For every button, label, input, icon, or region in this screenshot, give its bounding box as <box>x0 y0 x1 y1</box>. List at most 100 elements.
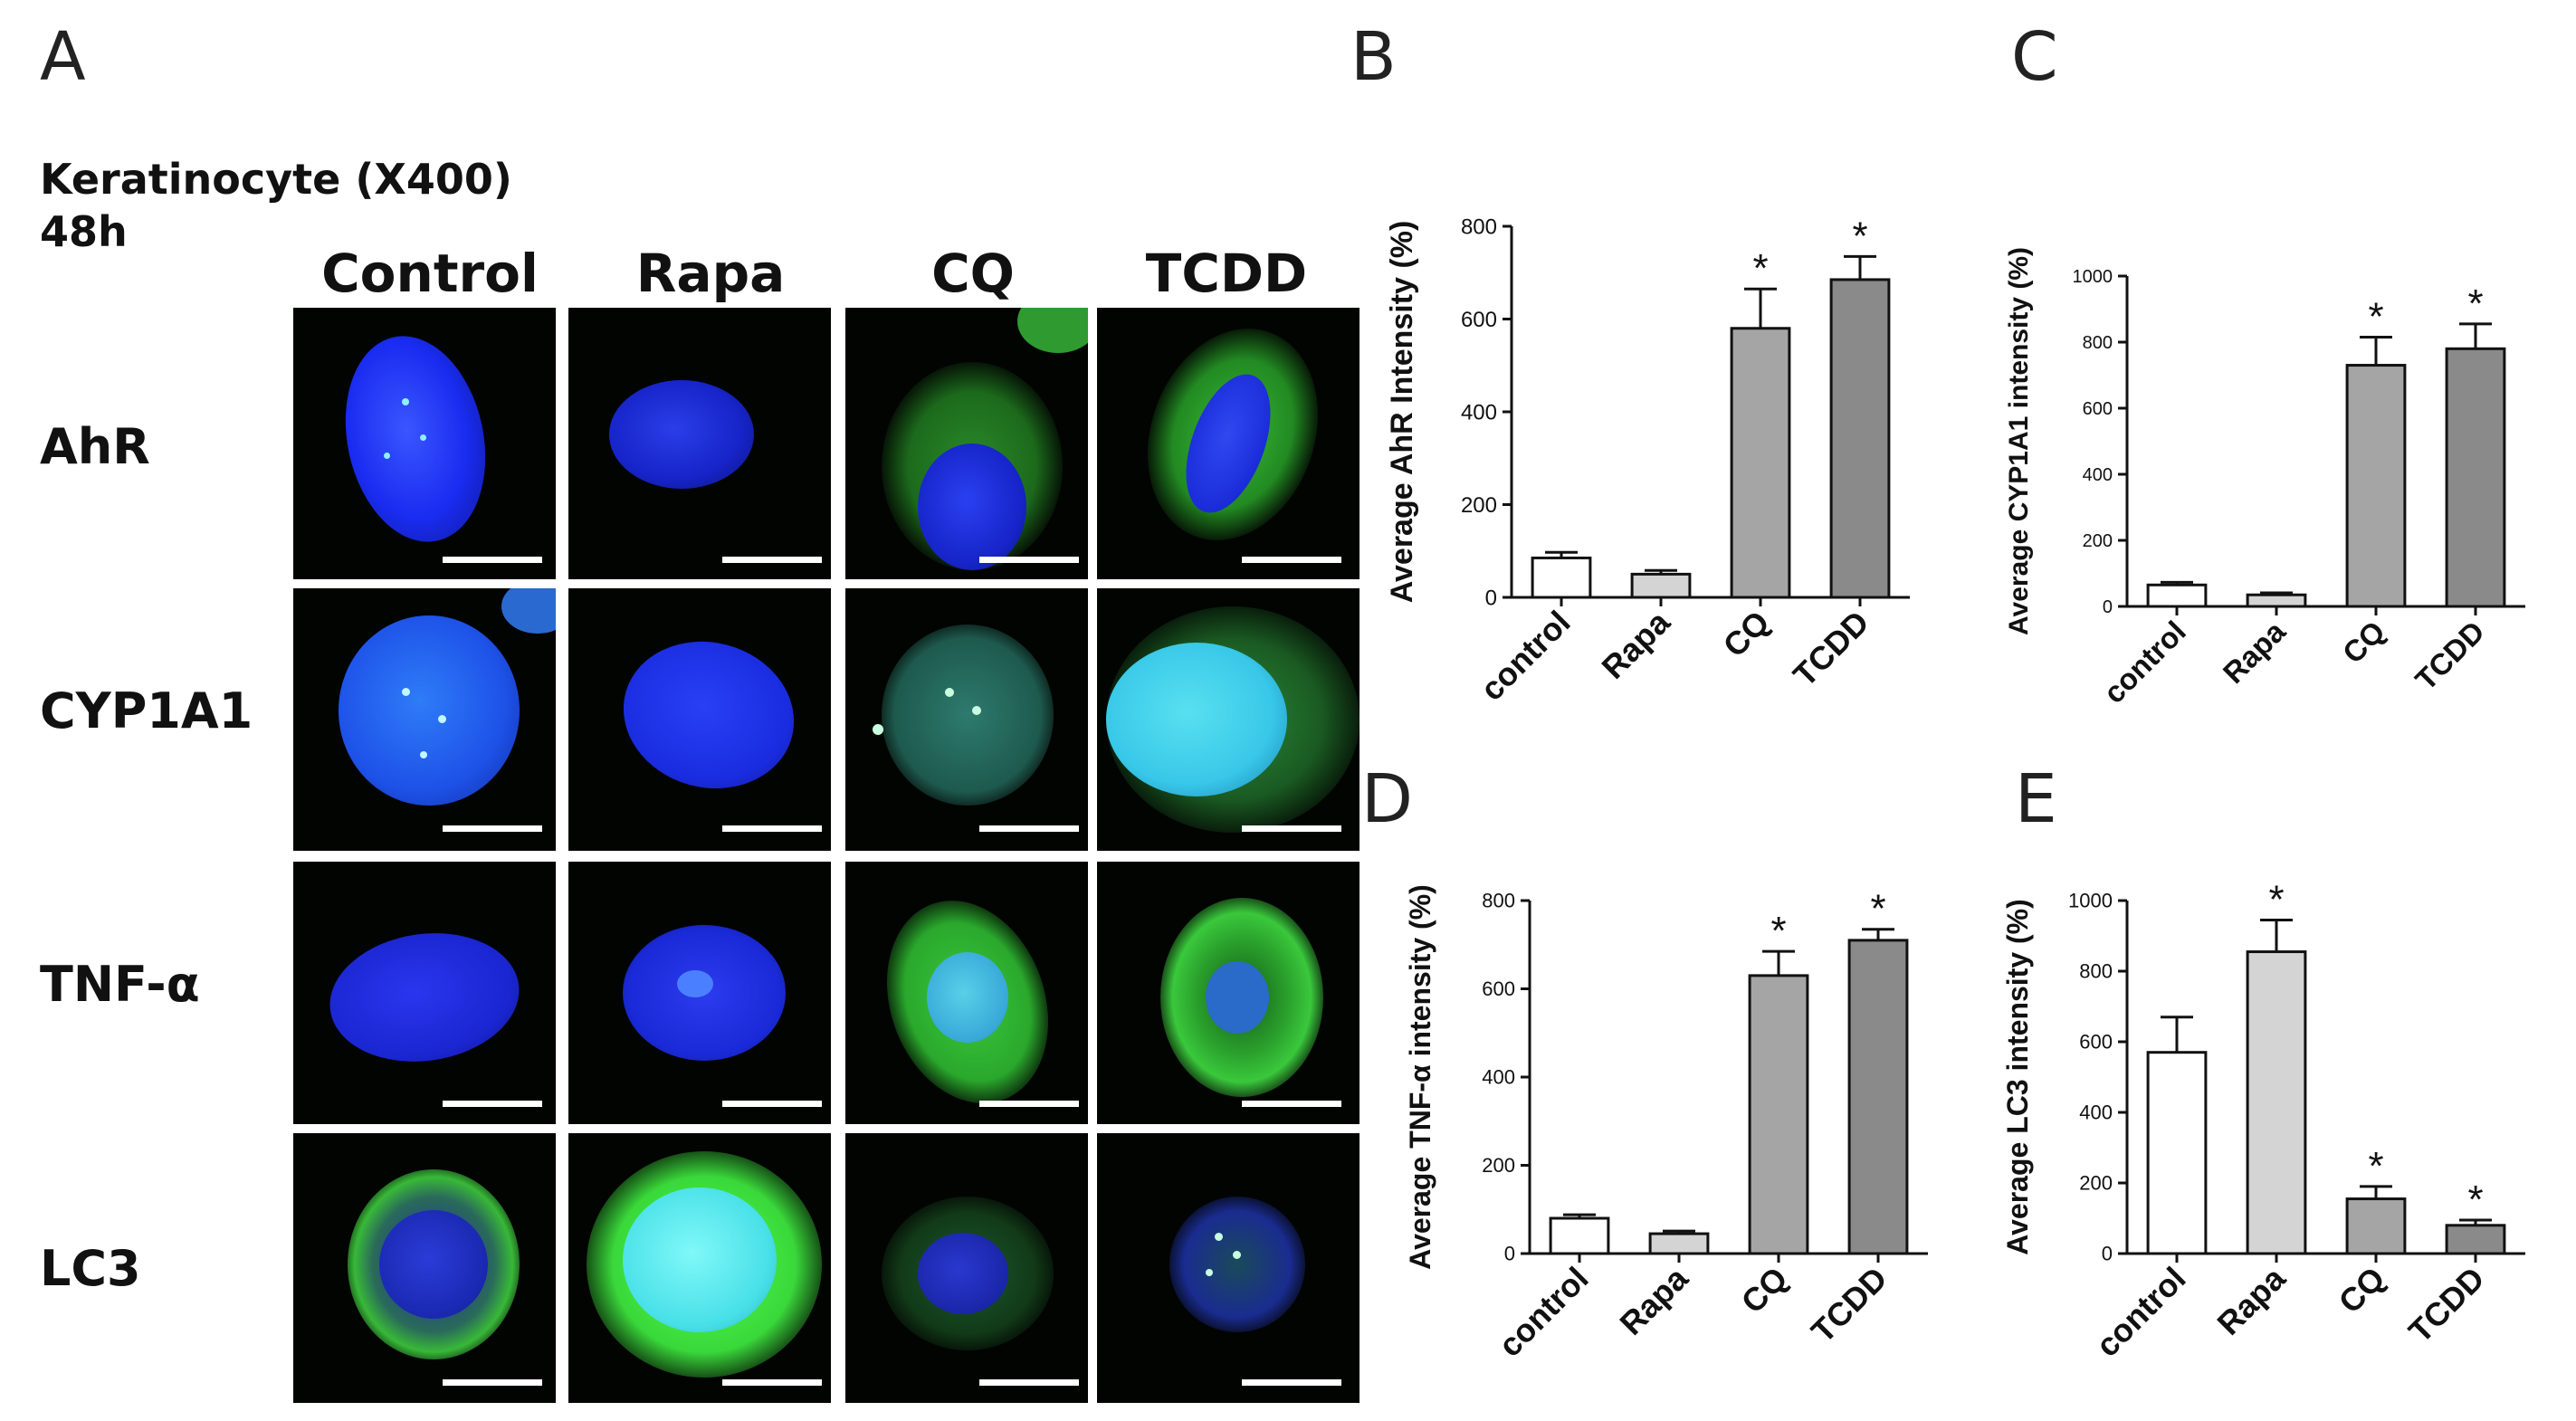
chart-e-bar-rapa <box>2246 950 2307 1255</box>
micrograph-ahr-rapa <box>568 308 831 579</box>
micrograph-cyp1a1-cq <box>845 588 1088 851</box>
chart-b-y-tick-label: 400 <box>1461 400 1497 424</box>
chart-e-bar-control <box>2146 1051 2208 1255</box>
chart-c-cyp1a1-intensity: 0 200 400 600 800 1000 control Rapa * CQ * TCDD Aver… <box>2004 247 2525 710</box>
row-label-ahr: AhR <box>40 418 150 475</box>
chart-e-y-tick-label: 400 <box>2079 1102 2113 1124</box>
chart-c-y-tick-label: 800 <box>2083 333 2113 353</box>
chart-b-category-label-rapa: Rapa <box>1594 603 1677 686</box>
chart-b-bar-rapa <box>1630 572 1692 599</box>
chart-d-y-tick-label: 200 <box>1482 1154 1515 1177</box>
column-label-control: Control <box>321 243 539 304</box>
micrograph-cyp1a1-control <box>293 588 556 851</box>
micrograph-ahr-control <box>293 308 556 579</box>
chart-e-y-tick-label: 200 <box>2079 1172 2113 1195</box>
chart-c-bar-cq <box>2345 364 2407 608</box>
chart-c-category-label-control: control <box>2097 615 2192 710</box>
chart-b-significance-tcdd: * <box>1852 214 1867 258</box>
chart-b-y-tick-label: 800 <box>1461 215 1497 239</box>
micrograph-lc3-cq <box>845 1133 1088 1403</box>
chart-d-bar-rapa <box>1648 1232 1710 1255</box>
chart-e-y-tick-label: 0 <box>2102 1243 2113 1265</box>
chart-e-bar-cq <box>2345 1197 2407 1255</box>
chart-d-category-label-control: control <box>1491 1260 1595 1364</box>
chart-c-bar-control <box>2146 583 2208 608</box>
figure-heading: Keratinocyte (X400) 48h <box>40 154 512 258</box>
chart-e-bar-tcdd <box>2445 1224 2506 1255</box>
chart-d-category-label-rapa: Rapa <box>1612 1259 1695 1342</box>
chart-b-ahr-intensity: 0 200 400 600 800 control Rapa * CQ * TCDD Average … <box>1385 214 1910 708</box>
micrograph-tnf-cq <box>845 862 1088 1124</box>
chart-c-y-tick-label: 600 <box>2083 399 2113 419</box>
chart-d-significance-tcdd: * <box>1870 887 1885 931</box>
panel-letter-d: D <box>1361 760 1413 838</box>
chart-c-bar-rapa <box>2246 593 2307 608</box>
chart-d-y-tick-label: 400 <box>1482 1066 1515 1089</box>
chart-c-y-tick-label: 400 <box>2083 465 2113 485</box>
chart-d-significance-cq: * <box>1770 909 1786 953</box>
chart-d-bar-tcdd <box>1847 939 1909 1255</box>
chart-b-significance-cq: * <box>1752 246 1768 291</box>
chart-b-category-label-cq: CQ <box>1715 604 1776 664</box>
chart-c-y-tick-label: 200 <box>2083 531 2113 551</box>
chart-b-category-label-control: control <box>1473 604 1577 708</box>
column-label-rapa: Rapa <box>635 243 786 304</box>
chart-e-y-tick-label: 1000 <box>2068 890 2113 912</box>
micrograph-cyp1a1-rapa <box>568 588 831 851</box>
chart-d-bar-cq <box>1748 974 1809 1255</box>
micrograph-grid <box>293 308 1360 1403</box>
chart-e-y-axis-label: Average LC3 intensity (%) <box>2001 899 2034 1255</box>
chart-e-category-label-cq: CQ <box>2331 1260 2391 1321</box>
micrograph-lc3-control <box>293 1133 556 1403</box>
chart-d-bar-control <box>1549 1216 1610 1255</box>
chart-d-category-label-cq: CQ <box>1733 1260 1794 1321</box>
panel-letter-e: E <box>2015 760 2057 838</box>
chart-c-significance-cq: * <box>2368 295 2383 339</box>
micrograph-tnf-tcdd <box>1097 862 1360 1124</box>
heading-line-2: 48h <box>40 206 128 256</box>
chart-e-significance-tcdd: * <box>2467 1178 2483 1222</box>
chart-e-lc3-intensity: 0 200 400 600 800 1000 control * Rapa * CQ * TCDD Ave… <box>2001 877 2525 1364</box>
chart-c-y-tick-label: 1000 <box>2073 267 2113 287</box>
chart-e-y-tick-label: 800 <box>2079 960 2113 983</box>
chart-e-category-label-rapa: Rapa <box>2209 1259 2293 1342</box>
chart-b-y-axis-label: Average AhR Intensity (%) <box>1385 221 1419 604</box>
panel-letter-b: B <box>1350 18 1397 96</box>
chart-c-significance-tcdd: * <box>2467 281 2483 326</box>
micrograph-tnf-rapa <box>568 862 831 1124</box>
micrograph-ahr-tcdd <box>1097 308 1360 579</box>
chart-b-y-tick-label: 600 <box>1461 308 1497 332</box>
row-label-lc3: LC3 <box>40 1240 141 1297</box>
row-label-cyp1a1: CYP1A1 <box>40 682 253 739</box>
chart-b-bar-tcdd <box>1829 278 1891 599</box>
heading-line-1: Keratinocyte (X400) <box>40 155 512 204</box>
chart-e-category-label-control: control <box>2088 1260 2192 1364</box>
chart-d-y-tick-label: 600 <box>1482 978 1515 1000</box>
chart-e-y-tick-label: 600 <box>2079 1031 2113 1054</box>
chart-b-y-tick-label: 200 <box>1461 493 1497 518</box>
panel-letter-a: A <box>40 18 86 96</box>
column-label-cq: CQ <box>931 243 1015 304</box>
panel-letter-c: C <box>2011 18 2058 96</box>
micrograph-cyp1a1-tcdd <box>1097 588 1360 851</box>
micrograph-tnf-control <box>293 862 556 1124</box>
chart-e-significance-rapa: * <box>2268 877 2284 921</box>
micrograph-lc3-tcdd <box>1097 1133 1360 1403</box>
micrograph-lc3-rapa <box>568 1133 831 1403</box>
chart-c-category-label-tcdd: TCDD <box>2409 615 2491 697</box>
chart-b-category-label-tcdd: TCDD <box>1786 604 1876 694</box>
chart-c-category-label-cq: CQ <box>2336 615 2391 670</box>
chart-e-significance-cq: * <box>2368 1144 2383 1188</box>
micrograph-ahr-cq <box>845 308 1088 579</box>
chart-c-y-tick-label: 0 <box>2103 597 2113 617</box>
chart-b-bar-cq <box>1730 327 1791 599</box>
chart-c-bar-tcdd <box>2445 347 2506 608</box>
chart-d-tnf-intensity: 0 200 400 600 800 control Rapa * CQ * TCDD Average … <box>1404 884 1928 1364</box>
chart-b-bar-control <box>1531 556 1592 599</box>
chart-c-y-axis-label: Average CYP1A1 intensity (%) <box>2004 247 2034 635</box>
chart-e-category-label-tcdd: TCDD <box>2401 1260 2492 1350</box>
chart-d-category-label-tcdd: TCDD <box>1804 1260 1894 1350</box>
chart-c-category-label-rapa: Rapa <box>2217 614 2293 690</box>
chart-b-y-tick-label: 0 <box>1485 586 1497 610</box>
chart-d-y-tick-label: 800 <box>1482 890 1515 912</box>
